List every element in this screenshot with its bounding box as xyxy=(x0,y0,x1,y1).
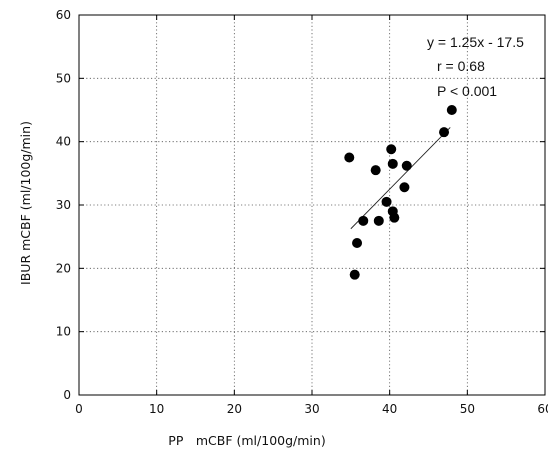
x-axis-tick-labels: 0 10 20 30 40 50 60 xyxy=(75,402,548,416)
y-tick-label: 40 xyxy=(56,135,71,149)
regression-line xyxy=(350,127,451,230)
x-tick-label: 10 xyxy=(149,402,164,416)
data-point xyxy=(373,215,384,226)
data-point xyxy=(381,196,392,207)
data-point xyxy=(349,269,360,280)
data-point xyxy=(352,238,363,248)
data-point xyxy=(358,215,369,226)
data-point xyxy=(387,158,398,169)
y-tick-label: 10 xyxy=(56,325,71,339)
data-point xyxy=(344,152,355,163)
y-tick-label: 60 xyxy=(56,8,71,22)
data-point xyxy=(386,144,397,155)
axis-ticks xyxy=(78,14,546,396)
x-axis-label: PP mCBF (ml/100g/min) xyxy=(168,433,325,448)
y-axis-tick-labels: 0 10 20 30 40 50 60 xyxy=(56,8,71,402)
data-points xyxy=(344,105,457,280)
p-value: P < 0.001 xyxy=(437,83,497,99)
data-point xyxy=(389,212,400,223)
data-point xyxy=(439,127,450,138)
x-tick-label: 40 xyxy=(382,402,397,416)
x-tick-label: 0 xyxy=(75,402,83,416)
regression-equation: y = 1.25x - 17.5 xyxy=(427,34,524,50)
correlation-coefficient: r = 0.68 xyxy=(437,58,485,74)
x-tick-label: 20 xyxy=(227,402,242,416)
y-tick-label: 0 xyxy=(63,388,71,402)
x-tick-label: 30 xyxy=(304,402,319,416)
y-tick-label: 20 xyxy=(56,261,71,275)
y-tick-label: 30 xyxy=(56,198,71,212)
data-point xyxy=(399,182,410,193)
y-axis-label: IBUR mCBF (ml/100g/min) xyxy=(18,121,33,285)
data-point xyxy=(370,165,381,176)
data-point xyxy=(446,105,457,115)
x-tick-label: 60 xyxy=(537,402,548,416)
data-point xyxy=(401,160,412,171)
x-tick-label: 50 xyxy=(460,402,475,416)
y-tick-label: 50 xyxy=(56,71,71,85)
